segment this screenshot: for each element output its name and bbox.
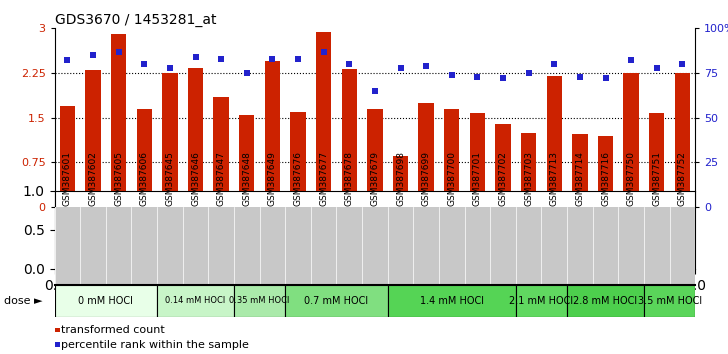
Point [446, 72, 458, 78]
Bar [341, 69, 357, 207]
Bar [213, 97, 229, 207]
Bar [367, 109, 383, 207]
Bar [572, 135, 587, 207]
Point [548, 61, 560, 67]
Point [138, 61, 150, 67]
Text: 2.1 mM HOCl: 2.1 mM HOCl [510, 296, 574, 306]
Point [523, 70, 534, 76]
Text: transformed count: transformed count [60, 325, 165, 335]
Bar [239, 115, 255, 207]
Bar [419, 103, 434, 207]
Point [497, 75, 509, 81]
Text: percentile rank within the sample: percentile rank within the sample [60, 339, 248, 350]
Text: 3.5 mM HOCl: 3.5 mM HOCl [638, 296, 702, 306]
Bar [521, 133, 537, 207]
Bar [290, 112, 306, 207]
Text: 0 mM HOCl: 0 mM HOCl [79, 296, 133, 306]
Bar [393, 156, 408, 207]
Point [164, 65, 175, 70]
Point [369, 88, 381, 94]
Text: 1.4 mM HOCl: 1.4 mM HOCl [420, 296, 484, 306]
Point [344, 61, 355, 67]
Bar [265, 61, 280, 207]
Bar [388, 285, 516, 317]
Point [318, 49, 330, 55]
Bar [60, 106, 75, 207]
Bar [188, 68, 203, 207]
Bar [316, 33, 331, 207]
Point [600, 75, 612, 81]
Bar [623, 73, 639, 207]
Text: 2.8 mM HOCl: 2.8 mM HOCl [574, 296, 638, 306]
Point [241, 70, 253, 76]
Point [472, 74, 483, 79]
Point [266, 56, 278, 62]
Point [676, 61, 688, 67]
Bar [285, 285, 388, 317]
Text: 0.7 mM HOCl: 0.7 mM HOCl [304, 296, 368, 306]
Point [625, 58, 637, 63]
Bar [137, 109, 152, 207]
Point [395, 65, 406, 70]
Bar [495, 124, 511, 207]
Bar [675, 73, 690, 207]
Bar [644, 285, 695, 317]
Point [87, 52, 99, 58]
Bar [444, 109, 459, 207]
Bar [516, 285, 567, 317]
Text: 0.35 mM HOCl: 0.35 mM HOCl [229, 296, 290, 306]
Bar [598, 136, 613, 207]
Point [113, 49, 124, 55]
Bar [547, 76, 562, 207]
Text: dose ►: dose ► [4, 296, 42, 306]
Point [292, 56, 304, 62]
Bar [470, 113, 485, 207]
Bar [85, 70, 100, 207]
Bar [55, 285, 157, 317]
Text: GDS3670 / 1453281_at: GDS3670 / 1453281_at [55, 13, 216, 27]
Bar [111, 34, 127, 207]
Bar [162, 73, 178, 207]
Point [190, 54, 202, 60]
Point [420, 63, 432, 69]
Point [574, 74, 586, 79]
Bar [157, 285, 234, 317]
Text: 0.14 mM HOCl: 0.14 mM HOCl [165, 296, 226, 306]
Point [62, 58, 74, 63]
Bar [649, 113, 665, 207]
Point [215, 56, 227, 62]
Point [651, 65, 662, 70]
Bar [234, 285, 285, 317]
Bar [567, 285, 644, 317]
